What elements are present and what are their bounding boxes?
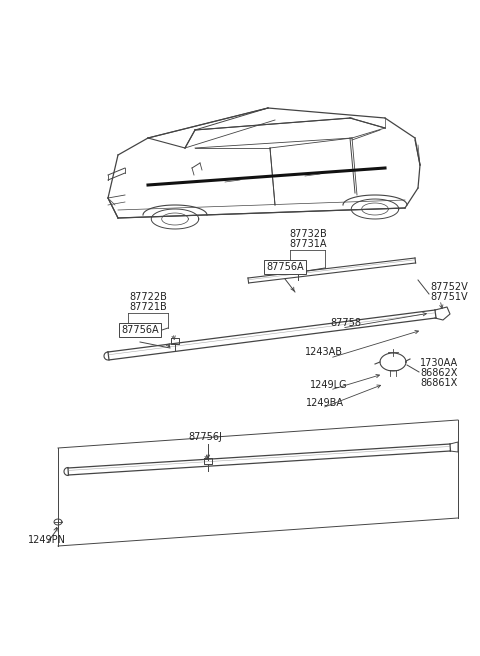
Text: 87756J: 87756J (188, 432, 222, 442)
Text: 87756A: 87756A (121, 325, 159, 335)
Text: 1249LG: 1249LG (310, 380, 348, 390)
Text: 86861X: 86861X (420, 378, 457, 388)
Text: 87721B: 87721B (129, 302, 167, 312)
Text: 86862X: 86862X (420, 368, 457, 378)
Text: 87752V: 87752V (430, 282, 468, 292)
Text: 87758: 87758 (330, 318, 361, 328)
Text: 87756A: 87756A (266, 262, 304, 272)
Text: 87731A: 87731A (289, 239, 327, 249)
Text: 1249PN: 1249PN (28, 535, 66, 545)
Text: 87722B: 87722B (129, 292, 167, 302)
Text: 1243AB: 1243AB (305, 347, 343, 357)
Text: 87732B: 87732B (289, 229, 327, 239)
Text: 1249BA: 1249BA (306, 398, 344, 408)
Text: 1730AA: 1730AA (420, 358, 458, 368)
Text: 87751V: 87751V (430, 292, 468, 302)
